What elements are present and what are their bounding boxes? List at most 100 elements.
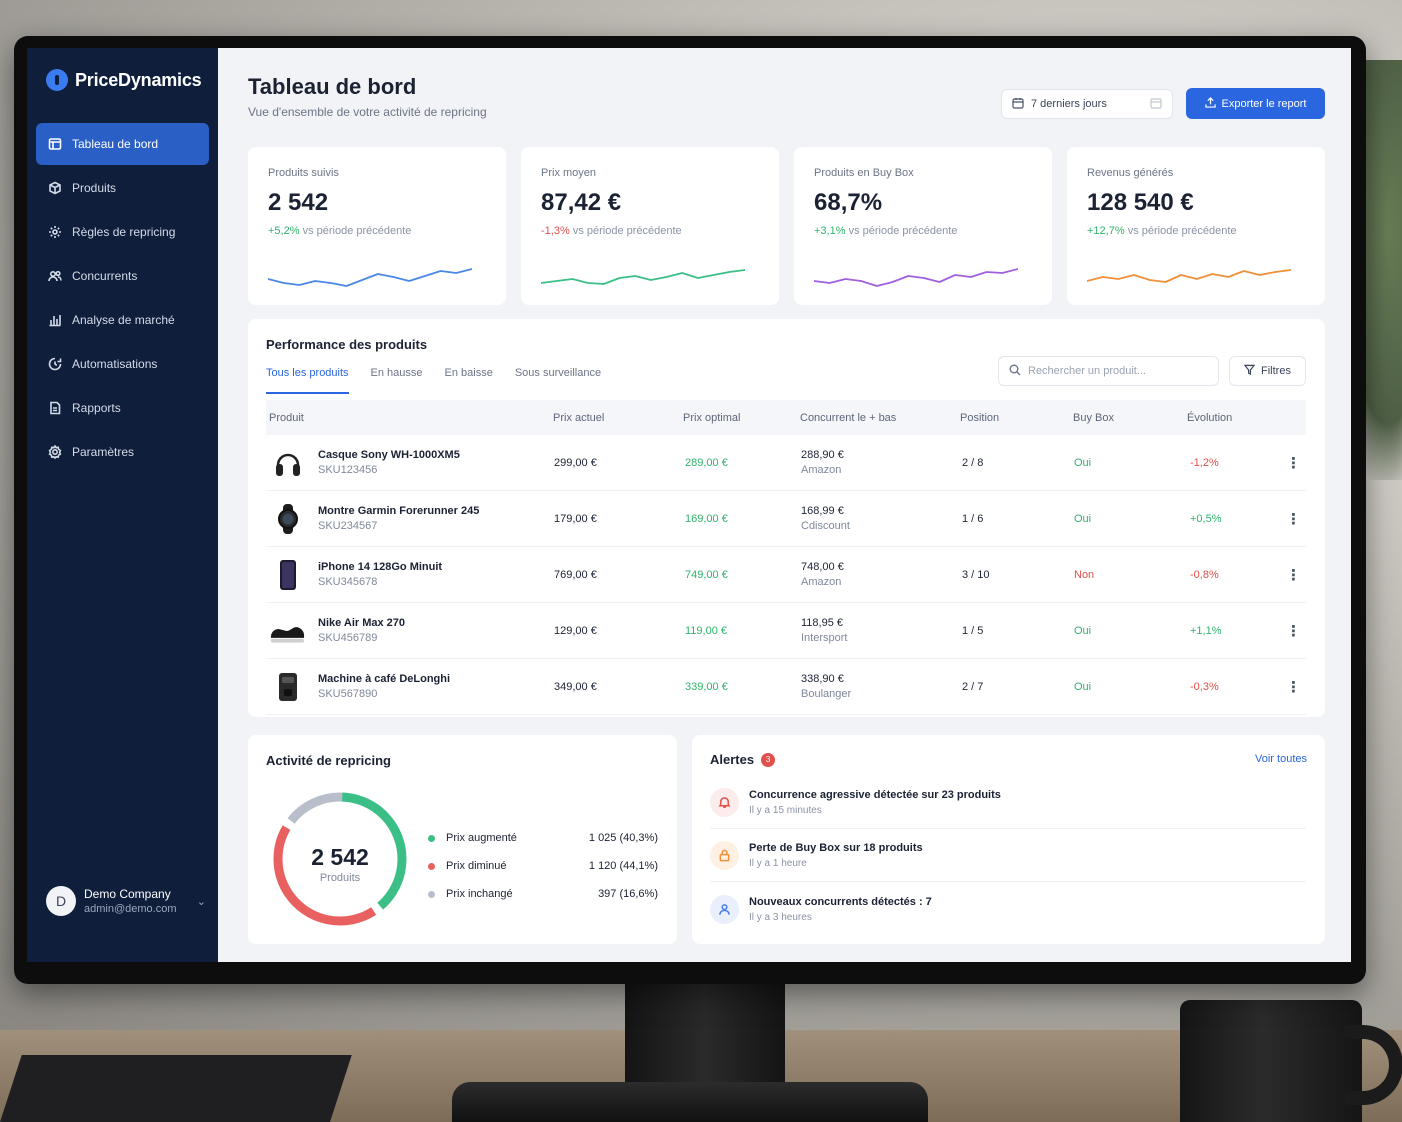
sidebar: PriceDynamics Tableau de bord Produits R… xyxy=(27,48,218,962)
optimal-price: 169,00 € xyxy=(685,512,728,525)
tab-tous-les-produits[interactable]: Tous les produits xyxy=(266,367,349,394)
legend-value: 397 (16,6%) xyxy=(598,888,658,900)
column-header-buy-box[interactable]: Buy Box xyxy=(1073,411,1114,424)
sidebar-item-tableau-de-bord[interactable]: Tableau de bord xyxy=(36,123,209,165)
filters-button[interactable]: Filtres xyxy=(1229,356,1306,386)
app-logo[interactable]: PriceDynamics xyxy=(46,69,202,91)
page-subtitle: Vue d'ensemble de votre activité de repr… xyxy=(248,105,487,119)
legend-label: Prix augmenté xyxy=(446,832,517,844)
optimal-price: 119,00 € xyxy=(685,624,728,637)
alert-item[interactable]: Nouveaux concurrents détectés : 7 Il y a… xyxy=(710,883,1306,935)
product-name[interactable]: Casque Sony WH-1000XM5 xyxy=(318,449,460,461)
export-label: Exporter le report xyxy=(1221,97,1307,110)
see-all-alerts-link[interactable]: Voir toutes xyxy=(1255,753,1307,765)
column-header-produit[interactable]: Produit xyxy=(269,411,304,424)
chevron-down-icon[interactable]: ⌄ xyxy=(196,895,206,908)
coffee-machine-icon xyxy=(269,668,306,705)
legend-item-prix-augmente: Prix augmenté 1 025 (40,3%) xyxy=(428,824,658,852)
calendar-dropdown-icon xyxy=(1150,97,1162,112)
more-actions-icon[interactable]: ⋮ xyxy=(1286,566,1301,584)
legend-label: Prix inchangé xyxy=(446,888,513,900)
box-icon xyxy=(48,181,62,195)
sidebar-item-analyse-de-marche[interactable]: Analyse de marché xyxy=(36,299,209,341)
search-input[interactable] xyxy=(1028,365,1208,377)
product-name[interactable]: Montre Garmin Forerunner 245 xyxy=(318,505,480,517)
sidebar-item-concurrents[interactable]: Concurrents xyxy=(36,255,209,297)
kpi-card-revenus-generes[interactable]: Revenus générés 128 540 € +12,7% vs péri… xyxy=(1067,147,1325,305)
more-actions-icon[interactable]: ⋮ xyxy=(1286,510,1301,528)
legend-item-prix-inchange: Prix inchangé 397 (16,6%) xyxy=(428,880,658,908)
donut-segment-prix-diminue[interactable] xyxy=(270,789,410,929)
export-report-button[interactable]: Exporter le report xyxy=(1186,88,1325,119)
product-sku: SKU567890 xyxy=(318,688,378,700)
tab-en-baisse[interactable]: En baisse xyxy=(444,367,493,379)
sidebar-item-produits[interactable]: Produits xyxy=(36,167,209,209)
legend-value: 1 120 (44,1%) xyxy=(588,860,658,872)
legend-dot xyxy=(428,862,435,870)
kpi-sparkline xyxy=(1087,269,1291,283)
column-header-prix-actuel[interactable]: Prix actuel xyxy=(553,411,605,424)
more-actions-icon[interactable]: ⋮ xyxy=(1286,622,1301,640)
user-menu[interactable]: D Demo Company admin@demo.com ⌄ xyxy=(46,886,206,916)
kpi-delta: +12,7% xyxy=(1087,225,1125,237)
table-row[interactable]: Nike Air Max 270 SKU456789 129,00 € 119,… xyxy=(266,603,1306,659)
column-header-prix-optimal[interactable]: Prix optimal xyxy=(683,411,741,424)
table-row[interactable]: Casque Sony WH-1000XM5 SKU123456 299,00 … xyxy=(266,435,1306,491)
evolution: -1,2% xyxy=(1190,456,1219,469)
more-actions-icon[interactable]: ⋮ xyxy=(1286,678,1301,696)
report-icon xyxy=(48,401,62,415)
optimal-price: 339,00 € xyxy=(685,680,728,693)
table-row[interactable]: Montre Garmin Forerunner 245 SKU234567 1… xyxy=(266,491,1306,547)
tab-en-hausse[interactable]: En hausse xyxy=(370,367,423,379)
donut-total-label: Produits xyxy=(320,872,361,884)
competitor-name: Amazon xyxy=(801,464,842,476)
date-range-picker[interactable]: 7 derniers jours xyxy=(1001,89,1173,119)
monitor-base xyxy=(452,1082,928,1122)
kpi-row: Produits suivis 2 542 +5,2% vs période p… xyxy=(248,147,1325,305)
more-actions-icon[interactable]: ⋮ xyxy=(1286,454,1301,472)
column-header-position[interactable]: Position xyxy=(960,411,1000,424)
optimal-price: 749,00 € xyxy=(685,568,728,581)
kpi-value: 68,7% xyxy=(814,189,883,216)
current-price: 349,00 € xyxy=(554,680,597,693)
legend-value: 1 025 (40,3%) xyxy=(588,832,658,844)
competitor-name: Amazon xyxy=(801,576,842,588)
sidebar-item-parametres[interactable]: Paramètres xyxy=(36,431,209,473)
alert-time: Il y a 3 heures xyxy=(749,911,812,923)
kpi-card-prix-moyen[interactable]: Prix moyen 87,42 € -1,3% vs période préc… xyxy=(521,147,779,305)
alerts-count-badge: 3 xyxy=(761,752,776,767)
buybox-status: Oui xyxy=(1074,624,1092,637)
table-row[interactable]: Machine à café DeLonghi SKU567890 349,00… xyxy=(266,659,1306,715)
monitor-stand xyxy=(625,980,785,1090)
column-header-concurrent-le-bas[interactable]: Concurrent le + bas xyxy=(800,411,897,424)
product-search[interactable] xyxy=(998,356,1219,386)
kpi-delta-suffix: vs période précédente xyxy=(572,225,682,237)
donut-segment-prix-inchange[interactable] xyxy=(270,789,410,929)
product-name[interactable]: Machine à café DeLonghi xyxy=(318,673,451,685)
product-name[interactable]: Nike Air Max 270 xyxy=(318,617,406,629)
table-header: Produit Prix actuel Prix optimal Concurrent… xyxy=(266,400,1306,435)
alert-item[interactable]: Concurrence agressive détectée sur 23 pr… xyxy=(710,777,1306,829)
competitor-name: Boulanger xyxy=(801,688,852,700)
table-row[interactable]: iPhone 14 128Go Minuit SKU345678 769,00 … xyxy=(266,547,1306,603)
alert-time: Il y a 1 heure xyxy=(749,858,807,869)
kpi-delta-suffix: vs période précédente xyxy=(1127,225,1237,237)
tab-sous-surveillance[interactable]: Sous surveillance xyxy=(514,367,602,379)
alert-item[interactable]: Perte de Buy Box sur 18 produits Il y a … xyxy=(710,830,1306,882)
kpi-card-produits-suivis[interactable]: Produits suivis 2 542 +5,2% vs période p… xyxy=(248,147,506,305)
competitor-name: Cdiscount xyxy=(801,520,850,532)
user-email: admin@demo.com xyxy=(84,903,177,915)
product-name[interactable]: iPhone 14 128Go Minuit xyxy=(318,561,443,573)
legend-item-prix-diminue: Prix diminué 1 120 (44,1%) xyxy=(428,852,658,880)
column-header-evolution[interactable]: Évolution xyxy=(1187,411,1233,424)
kpi-card-produits-en-buy-box[interactable]: Produits en Buy Box 68,7% +3,1% vs pério… xyxy=(794,147,1052,305)
avatar: D xyxy=(46,886,76,916)
kpi-delta: -1,3% xyxy=(541,225,570,237)
alerts-title: Alertes xyxy=(710,752,755,767)
product-sku: SKU345678 xyxy=(318,576,378,588)
sidebar-item-regles-de-repricing[interactable]: Règles de repricing xyxy=(36,211,209,253)
sidebar-item-rapports[interactable]: Rapports xyxy=(36,387,209,429)
kpi-sparkline xyxy=(268,268,472,287)
current-price: 179,00 € xyxy=(554,512,597,525)
sidebar-item-automatisations[interactable]: Automatisations xyxy=(36,343,209,385)
